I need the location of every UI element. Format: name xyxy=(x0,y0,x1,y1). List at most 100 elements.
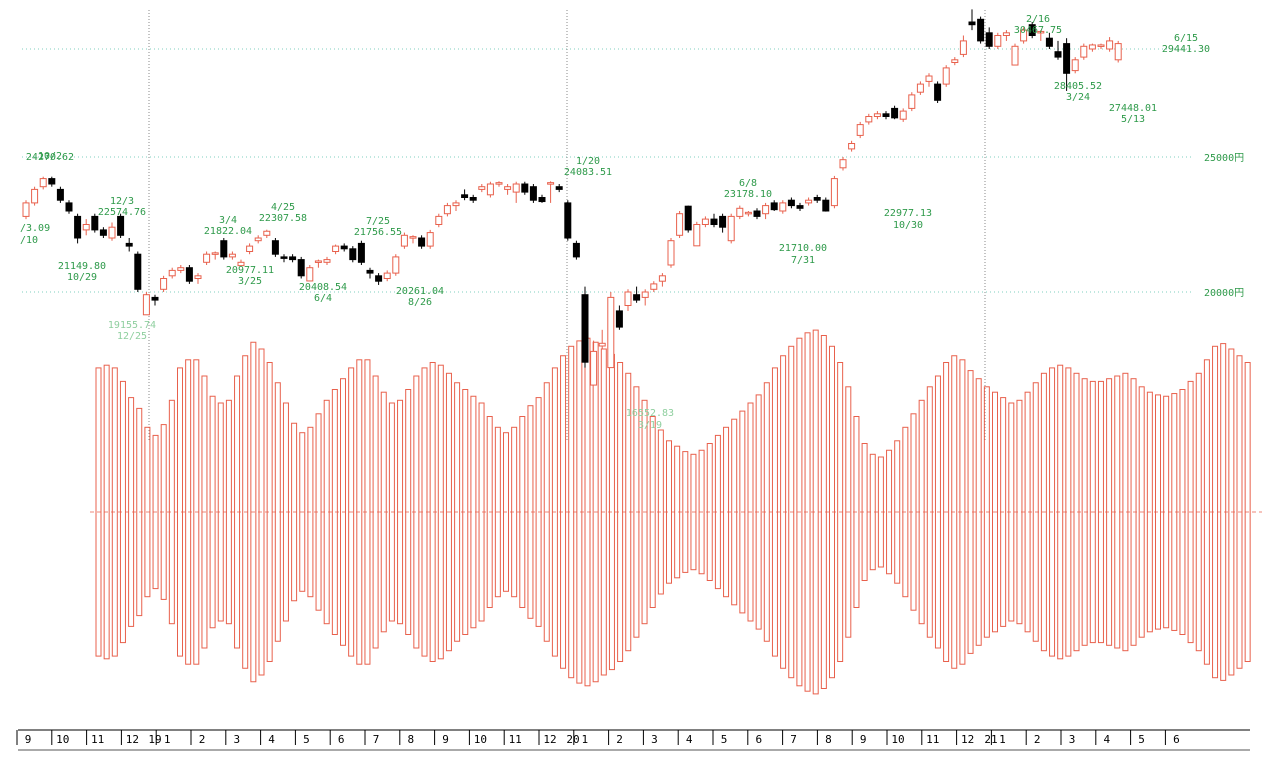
price-tick-label: 25000円 xyxy=(1204,153,1244,164)
annotation-date: 1/20 xyxy=(576,156,600,167)
candle-body xyxy=(667,240,675,266)
annotation-value: 22574.76 xyxy=(98,207,146,218)
oscillator-bar xyxy=(959,359,966,665)
oscillator-bar xyxy=(486,416,493,608)
oscillator-bar xyxy=(780,355,787,669)
candle-body xyxy=(555,186,563,190)
oscillator-bar xyxy=(242,355,249,669)
oscillator-bar xyxy=(478,402,485,622)
annotation-date: 10/2 xyxy=(38,151,62,162)
candle-body xyxy=(736,207,744,217)
month-tick-label: 12 xyxy=(961,733,974,746)
oscillator-bar xyxy=(1203,359,1210,665)
oscillator-bar xyxy=(209,395,216,629)
oscillator-bar xyxy=(633,386,640,638)
annotation-date: 10/30 xyxy=(893,220,923,231)
oscillator-bar xyxy=(1024,391,1031,633)
oscillator-bar xyxy=(861,443,868,581)
oscillator-bar xyxy=(1016,399,1023,625)
oscillator-bar xyxy=(250,341,257,683)
oscillator-bar xyxy=(185,359,192,665)
oscillator-bar xyxy=(617,362,624,662)
candle-body xyxy=(203,253,211,263)
oscillator-bar xyxy=(592,341,599,683)
oscillator-bar xyxy=(1097,380,1104,644)
candle-body xyxy=(168,269,176,277)
oscillator-bar xyxy=(674,445,681,579)
oscillator-bar xyxy=(820,335,827,689)
candle-body xyxy=(142,294,150,316)
month-tick-label: 12 xyxy=(543,733,556,746)
annotation-value: 21822.04 xyxy=(204,226,252,237)
candle-body xyxy=(615,310,623,328)
oscillator-bar xyxy=(649,416,656,608)
oscillator-bar xyxy=(494,426,501,598)
oscillator-bar xyxy=(657,429,664,595)
candle-body xyxy=(908,94,916,109)
month-tick-label: 2 xyxy=(199,733,206,746)
annotation-value: 21756.55 xyxy=(354,227,402,238)
candle-body xyxy=(830,178,838,207)
candle-body xyxy=(985,32,993,47)
oscillator-bar xyxy=(853,416,860,608)
annotation-value: 29441.30 xyxy=(1162,44,1210,55)
candle-body xyxy=(762,205,770,215)
month-tick-label: 2 xyxy=(616,733,623,746)
month-tick-label: 2 xyxy=(1034,733,1041,746)
oscillator-bar xyxy=(1236,355,1243,669)
oscillator-bar xyxy=(348,367,355,657)
annotation-value: 20977.11 xyxy=(226,265,274,276)
candle-body xyxy=(383,272,391,280)
candle-body xyxy=(48,178,56,185)
oscillator-bar xyxy=(600,348,607,676)
month-tick-label: 9 xyxy=(25,733,32,746)
month-tick-label: 1 xyxy=(999,733,1006,746)
candle-body xyxy=(564,202,572,239)
candle-body xyxy=(461,194,469,199)
oscillator-bar xyxy=(1000,397,1007,627)
oscillator-bar xyxy=(405,389,412,635)
year-tick-label: 21 xyxy=(984,733,997,746)
oscillator-bar xyxy=(1244,362,1251,662)
candle-body xyxy=(572,242,580,258)
annotation-date: 7/31 xyxy=(791,255,815,266)
candle-body xyxy=(1106,40,1114,50)
annotation-date: 3/25 xyxy=(238,276,262,287)
candle-body xyxy=(951,59,959,63)
annotation-date: 6/4 xyxy=(314,293,332,304)
oscillator-bar xyxy=(340,378,346,646)
candle-body xyxy=(796,205,804,209)
oscillator-bar xyxy=(470,395,477,629)
candle-body xyxy=(959,40,967,55)
candle-body xyxy=(839,159,847,169)
candle-body xyxy=(590,350,598,386)
oscillator-bar xyxy=(201,375,208,649)
candle-body xyxy=(813,197,821,201)
candle-body xyxy=(1002,32,1010,36)
candle-body xyxy=(1071,59,1079,72)
oscillator-bar xyxy=(299,432,306,592)
candle-body xyxy=(246,245,254,253)
candle-body xyxy=(710,218,718,226)
candle-body xyxy=(779,202,787,212)
oscillator-bar xyxy=(388,402,395,622)
candle-body xyxy=(641,291,649,298)
oscillator-bar xyxy=(934,375,941,649)
oscillator-bar xyxy=(282,402,289,622)
oscillator-bar xyxy=(625,372,632,652)
candle-body xyxy=(676,213,684,236)
oscillator-bar xyxy=(1187,380,1194,644)
oscillator-bar xyxy=(731,418,738,606)
oscillator-bar xyxy=(812,329,819,695)
month-tick-label: 5 xyxy=(721,733,728,746)
candle-body xyxy=(994,35,1002,47)
oscillator-bar xyxy=(1049,367,1056,657)
candle-body xyxy=(160,278,168,290)
month-tick-label: 6 xyxy=(338,733,345,746)
oscillator-bar xyxy=(706,443,713,581)
candle-body xyxy=(117,215,125,236)
oscillator-bar xyxy=(1081,378,1088,646)
oscillator-bar xyxy=(926,386,933,638)
oscillator-bar xyxy=(177,367,183,657)
